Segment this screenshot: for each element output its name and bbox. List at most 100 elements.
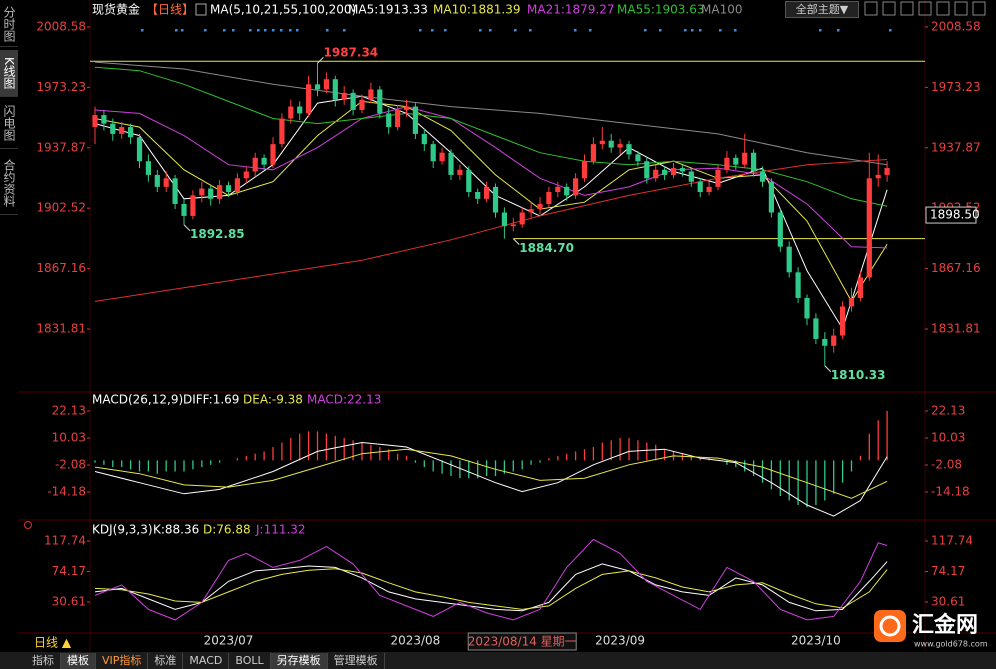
candle-body (706, 186, 712, 192)
y-tick-label: 1937.87 (36, 140, 86, 154)
toolbar-icon[interactable] (936, 1, 950, 16)
cursor-date: 2023/08/14 星期一 (468, 635, 577, 649)
candle-body (644, 161, 650, 179)
y-tick-label: 1867.16 (931, 261, 981, 275)
period-selector[interactable]: 日线 ▲ (34, 636, 72, 650)
y-tick-label: 117.74 (44, 534, 86, 548)
ma-line (94, 441, 888, 517)
candle-body (786, 246, 792, 273)
candle-body (519, 212, 525, 225)
bottom-tab[interactable]: VIP指标 (96, 652, 149, 669)
toolbar-icon[interactable] (918, 1, 932, 16)
y-tick-label: 30.61 (931, 594, 965, 608)
legend-entry: DEA:-9.38 (243, 393, 303, 407)
candle-body (110, 123, 116, 134)
annotation: 1810.33 (831, 368, 886, 382)
candle-body (751, 152, 757, 172)
candle-body (395, 109, 401, 128)
signal-dot (819, 29, 822, 32)
chart: 现货黄金 【日线】 MA(5,10,21,55,100,200) MACD(26… (18, 0, 996, 652)
y-tick-label: 2008.58 (931, 19, 981, 33)
y-tick-label: 1973.23 (931, 80, 981, 94)
ma-line (94, 568, 888, 610)
candle-body (848, 297, 855, 307)
bottom-tab[interactable]: 管理模板 (328, 652, 385, 669)
y-tick-label: 2008.58 (36, 19, 86, 33)
candle-body (608, 140, 614, 148)
candle-body (492, 186, 499, 213)
signal-dot (659, 29, 662, 32)
candle-body (279, 118, 285, 145)
toolbar-icon[interactable] (900, 1, 914, 16)
candle-body (742, 152, 748, 165)
legend-entry: DIFF:1.69 (183, 393, 239, 407)
toolbar-icon[interactable] (972, 1, 986, 16)
y-tick-label: -14.18 (47, 484, 86, 498)
candle-body (635, 154, 641, 162)
candle-body (128, 127, 134, 138)
side-tab[interactable]: K线图 (0, 50, 18, 97)
signal-dot (837, 29, 840, 32)
candle-body (662, 169, 668, 175)
candle-body (831, 335, 837, 346)
annotation-leader (512, 238, 520, 245)
candle-body (697, 181, 703, 192)
candle-body (759, 171, 766, 182)
candle-body (243, 171, 249, 179)
toolbar-icon[interactable] (882, 1, 896, 16)
annotation-leader (183, 224, 191, 232)
candle-body (181, 203, 187, 216)
candle-body (573, 178, 579, 196)
signal-dot (479, 29, 482, 32)
side-tab[interactable]: 合约资料 (0, 152, 18, 215)
y-tick-label: 1973.23 (36, 80, 86, 94)
candle-body (475, 191, 481, 199)
legend-entry: J:111.32 (255, 523, 306, 537)
candle-body (501, 212, 507, 227)
bottom-tab[interactable]: 另存模板 (270, 652, 328, 669)
candle-body (884, 168, 890, 175)
candle-body (306, 84, 312, 114)
candle-body (332, 79, 338, 100)
y-tick-label: -2.08 (931, 458, 962, 472)
bottom-tab[interactable]: 指标 (26, 652, 61, 669)
candle-body (323, 79, 329, 90)
signal-dot (296, 29, 299, 32)
signal-dot (289, 29, 292, 32)
panel-icon[interactable] (24, 521, 32, 529)
theme-menu[interactable]: 全部主题▼ (785, 1, 859, 18)
candle-body (688, 171, 694, 182)
signal-dot (175, 29, 178, 32)
y-tick-label: 1902.52 (36, 201, 86, 215)
signal-dot (444, 29, 447, 32)
candle-body (484, 186, 490, 199)
toolbar-icon[interactable] (954, 1, 968, 16)
signal-dot (326, 29, 329, 32)
candle-body (617, 144, 623, 148)
candle-body (813, 318, 819, 339)
bottom-tab[interactable]: MACD (183, 652, 230, 669)
y-tick-label: 22.13 (931, 404, 965, 418)
candle-body (412, 106, 418, 134)
side-tab[interactable]: 闪电图 (0, 98, 18, 149)
bottom-tab[interactable]: 模板 (61, 652, 96, 669)
ma-title: MA(5,10,21,55,100,200) (210, 3, 356, 17)
candle-body (857, 277, 863, 298)
candle-body (822, 338, 828, 346)
candle-body (261, 157, 267, 165)
side-tab[interactable]: 分时图 (0, 2, 18, 47)
bottom-tab[interactable]: 标准 (148, 652, 184, 669)
signal-dot (343, 29, 346, 32)
legend-entry: MACD:22.13 (307, 393, 381, 407)
logo-icon (874, 610, 906, 642)
settings-icon[interactable] (195, 3, 207, 16)
bottom-tab[interactable]: BOLL (229, 652, 271, 669)
candle-body (270, 144, 276, 165)
toolbar-icon[interactable] (864, 1, 878, 16)
signal-dot (719, 29, 722, 32)
candle-body (225, 185, 232, 192)
candle-body (359, 99, 365, 110)
candle-body (368, 89, 374, 100)
legend-entry: MA10:1881.39 (433, 3, 521, 17)
